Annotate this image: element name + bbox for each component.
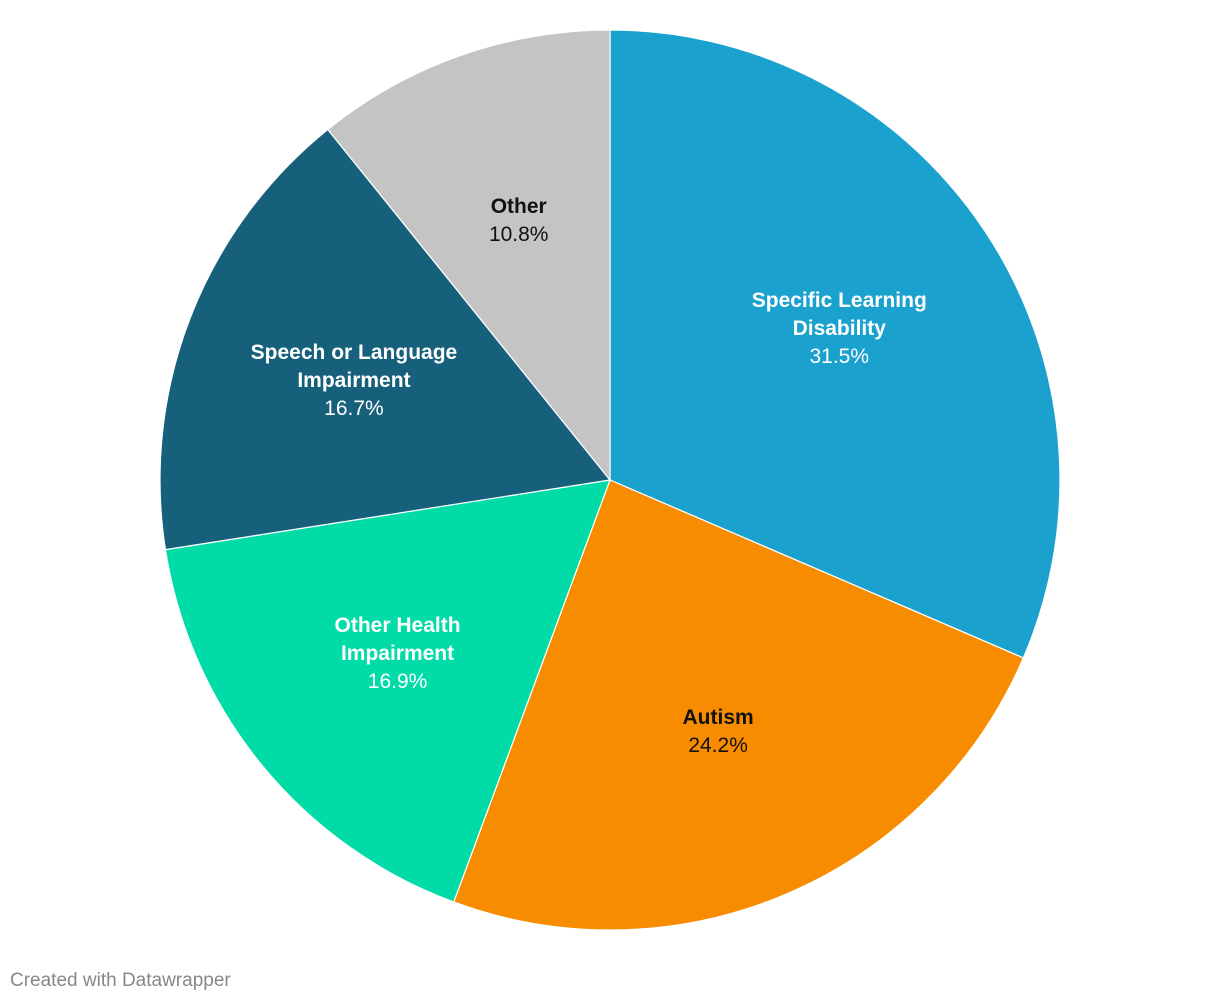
slice-label: Speech or Language Impairment 16.7% — [234, 339, 474, 423]
credit: Created with Datawrapper — [10, 970, 231, 991]
value-label: 31.5% — [809, 345, 870, 369]
value-label: 10.8% — [488, 223, 549, 247]
slice-label: Specific Learning Disability 31.5% — [719, 287, 959, 371]
slice-label: Other 10.8% — [399, 193, 639, 249]
category-label: Speech or Language Impairment — [250, 341, 458, 393]
category-label: Autism — [682, 706, 754, 730]
value-label: 16.7% — [324, 397, 384, 421]
pie-slice — [164, 479, 611, 903]
slice-label: Autism 24.2% — [598, 704, 838, 760]
pie-slice — [326, 29, 611, 482]
slice-label: Other Health Impairment 16.9% — [278, 612, 518, 696]
category-label: Other Health Impairment — [334, 613, 461, 665]
category-label: Other — [490, 195, 547, 219]
pie-slice — [159, 128, 612, 551]
value-label: 24.2% — [688, 734, 748, 758]
pie-slice — [452, 479, 1025, 931]
value-label: 16.9% — [367, 669, 428, 693]
pie-slice — [609, 29, 1061, 659]
category-label: Specific Learning Disability — [751, 289, 927, 341]
